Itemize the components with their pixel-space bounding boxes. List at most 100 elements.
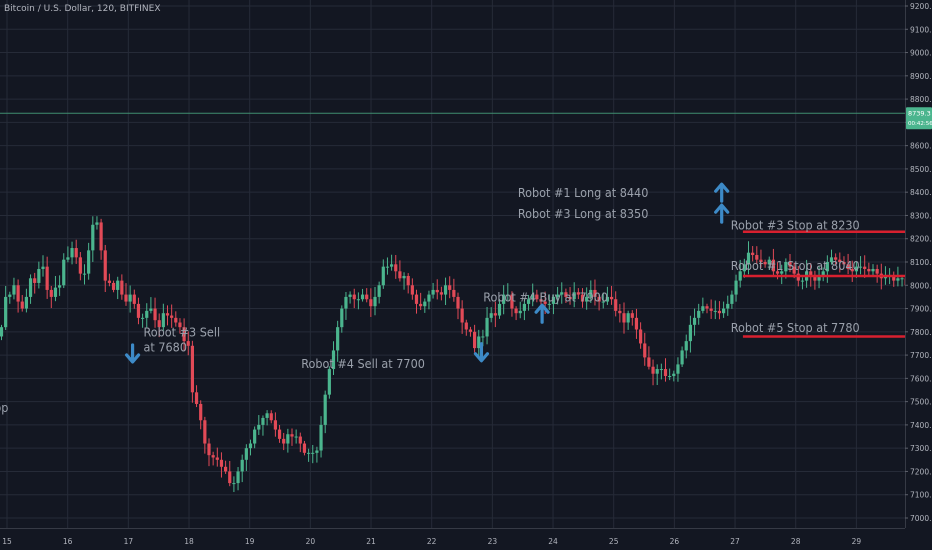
- candle-body: [726, 303, 730, 309]
- candle-body: [676, 364, 680, 374]
- candle-body: [614, 299, 618, 311]
- time-tick-label: 22: [427, 537, 437, 546]
- candle-body: [107, 280, 111, 283]
- candle-body: [286, 434, 290, 444]
- price-tick-label: 7400.0: [910, 421, 932, 430]
- candle-body: [477, 336, 481, 349]
- arrow-up-icon: [714, 182, 730, 203]
- candle-body: [273, 420, 277, 430]
- price-tick-label: 7700.0: [910, 351, 932, 360]
- candle-body: [709, 308, 713, 311]
- candle-body: [759, 259, 763, 262]
- price-tick-label: 9200.0: [910, 2, 932, 11]
- candle-body: [265, 413, 269, 418]
- candle-body: [448, 285, 452, 290]
- price-axis[interactable]: 7000.0 7100.0 7200.0 7300.0 7400.0 7500.0 7600…: [905, 0, 932, 550]
- annotation-label: Robot #3 Sell: [144, 324, 221, 339]
- candle-body: [153, 308, 157, 321]
- candle-body: [377, 285, 381, 297]
- candle-body: [784, 262, 788, 272]
- candle-body: [12, 285, 16, 295]
- candle-body: [439, 292, 443, 295]
- candle-body: [456, 296, 460, 309]
- candle-body: [742, 264, 746, 272]
- grid: [0, 0, 905, 528]
- candle-body: [45, 266, 49, 290]
- candle-body: [535, 294, 539, 300]
- price-tick-label: 7200.0: [910, 467, 932, 476]
- candle-body: [116, 280, 120, 290]
- candle-body: [331, 350, 336, 370]
- candle-body: [526, 299, 531, 304]
- candle-body: [103, 250, 107, 281]
- candle-body: [261, 417, 265, 425]
- candle-body: [717, 310, 722, 314]
- candle-body: [327, 369, 331, 395]
- candle-body: [269, 413, 273, 421]
- price-tick-label: 8600.0: [910, 142, 932, 151]
- candle-body: [809, 271, 813, 276]
- candle-body: [228, 471, 232, 484]
- candle-body: [626, 313, 630, 323]
- candle-body: [659, 369, 663, 371]
- time-tick-label: 16: [63, 537, 73, 546]
- candle-body: [473, 331, 477, 349]
- candle-body: [580, 294, 585, 302]
- price-tick-label: 9000.0: [910, 49, 932, 58]
- candle-body: [203, 420, 207, 444]
- candle-body: [547, 303, 551, 305]
- candle-body: [634, 317, 639, 330]
- time-axis[interactable]: 15 16 17 18 19 20 21 22 23 24 25 26 27 28 29: [0, 528, 932, 550]
- candle-body: [730, 294, 734, 304]
- candle-body: [460, 308, 464, 323]
- candle-body: [564, 292, 568, 297]
- price-tick-label: 7000.0: [910, 514, 932, 523]
- price-tick-label: 8300.0: [910, 211, 932, 220]
- candle-body: [244, 448, 248, 460]
- candle-body: [688, 324, 692, 342]
- candle-body: [74, 248, 78, 258]
- candle-body: [829, 257, 834, 262]
- arrow-up-icon: [714, 203, 730, 224]
- candle-body: [311, 452, 315, 454]
- price-tick-label: 8900.0: [910, 72, 932, 81]
- candle-body: [668, 376, 672, 378]
- candle-body: [381, 266, 385, 286]
- candle-body: [414, 294, 419, 304]
- time-tick-label: 18: [184, 537, 194, 546]
- candle-body: [821, 271, 825, 276]
- candle-body: [601, 301, 605, 303]
- candle-body: [4, 296, 8, 328]
- price-tick-label: 7100.0: [910, 491, 932, 500]
- time-tick-label: 27: [730, 537, 740, 546]
- candle-body: [655, 369, 659, 374]
- candle-body: [763, 262, 767, 265]
- candle-body: [58, 285, 62, 288]
- annotation-label: Robot #4 Buy at 7900: [483, 290, 608, 305]
- candle-body: [489, 313, 493, 318]
- candle-body: [390, 264, 394, 267]
- candle-body: [149, 308, 153, 311]
- time-tick-label: 25: [609, 537, 619, 546]
- candle-body: [344, 296, 348, 309]
- candle-body: [136, 303, 141, 318]
- candle-body: [157, 320, 161, 328]
- candle-body: [132, 294, 136, 304]
- candle-body: [522, 303, 526, 311]
- candle-body: [141, 317, 145, 319]
- candle-body: [647, 357, 651, 367]
- candle-body: [302, 443, 307, 453]
- candle-body: [282, 438, 286, 444]
- candle-body: [178, 322, 182, 328]
- candle-body: [124, 294, 128, 302]
- candle-body: [145, 310, 149, 318]
- candle-body: [394, 264, 398, 272]
- candle-body: [751, 252, 755, 256]
- price-tick-label: 8400.0: [910, 188, 932, 197]
- price-tick-label: 8500.0: [910, 165, 932, 174]
- candle-body: [435, 289, 439, 293]
- price-tick-label: 8800.0: [910, 95, 932, 104]
- time-tick-label: 21: [366, 537, 376, 546]
